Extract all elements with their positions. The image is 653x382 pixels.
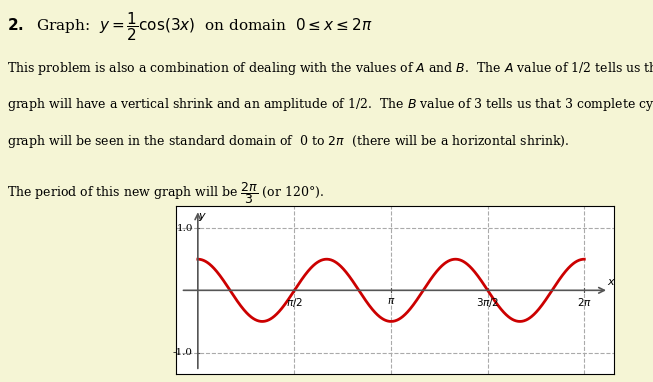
Text: $y$: $y$ [198,210,206,223]
Text: $\mathbf{2.}$  Graph:  $y = \dfrac{1}{2}\cos(3x)$  on domain  $0 \leq x \leq 2\p: $\mathbf{2.}$ Graph: $y = \dfrac{1}{2}\c… [7,11,372,44]
Text: $x$: $x$ [607,277,616,286]
Text: -1.0: -1.0 [173,348,193,357]
Text: $\pi$: $\pi$ [387,296,395,306]
Text: $\pi/2$: $\pi/2$ [286,296,303,309]
Text: $2\pi$: $2\pi$ [577,296,592,308]
Text: 1.0: 1.0 [176,223,193,233]
Text: graph will be seen in the standard domain of  0 to $2\pi$  (there will be a hori: graph will be seen in the standard domai… [7,133,569,150]
Text: This problem is also a combination of dealing with the values of $\mathit{A}$ an: This problem is also a combination of de… [7,60,653,77]
Text: The period of this new graph will be $\dfrac{2\pi}{3}$ (or 120°).: The period of this new graph will be $\d… [7,180,323,206]
Text: $3\pi/2$: $3\pi/2$ [476,296,500,309]
Text: graph will have a vertical shrink and an amplitude of 1/2.  The $\mathit{B}$ val: graph will have a vertical shrink and an… [7,96,653,113]
